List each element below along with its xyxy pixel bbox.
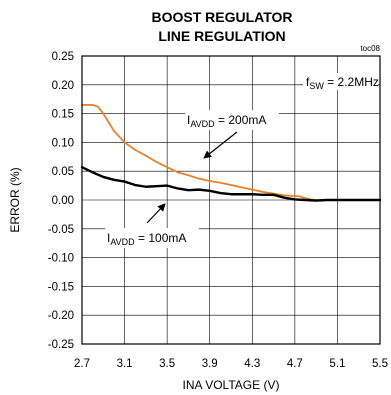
x-tick-label: 4.3: [244, 358, 260, 370]
y-tick-label: 0.15: [52, 109, 74, 121]
series-label-100ma-main: I: [107, 231, 110, 245]
series-lines: [80, 104, 382, 202]
series-label-200ma-arrow: [203, 131, 238, 159]
series-label-200ma-bg: [185, 110, 279, 130]
fsw-label-bg: [303, 73, 378, 90]
x-tick-label: 2.7: [74, 358, 90, 370]
y-tick-label: 0.20: [52, 80, 74, 92]
series-label-100ma-arrow: [146, 203, 166, 224]
y-tick-label: -0.15: [48, 281, 74, 293]
y-tick-label: -0.25: [48, 339, 74, 351]
x-tick-label: 3.5: [159, 358, 175, 370]
y-tick-label: 0.10: [52, 137, 74, 149]
y-tick-label: 0.25: [52, 51, 74, 63]
series-label-100ma-rest: = 100mA: [135, 231, 187, 245]
plot-frame: [81, 55, 381, 345]
figure-id: toc08: [360, 44, 380, 53]
x-axis-label: INA VOLTAGE (V): [183, 378, 280, 392]
fsw-label-sub: SW: [309, 81, 324, 91]
fsw-label-main: f: [306, 75, 310, 89]
series-label-200ma: IAVDD = 200mA: [187, 113, 266, 129]
y-tick-label: -0.10: [48, 253, 74, 265]
x-tick-label: 3.9: [202, 358, 218, 370]
y-axis-label: ERROR (%): [8, 167, 22, 232]
fsw-label: fSW = 2.2MHz: [306, 75, 379, 91]
series-label-100ma-bg: [105, 228, 199, 248]
series-label-200ma-rest: = 200mA: [215, 113, 267, 127]
y-tick-label: 0.00: [52, 195, 74, 207]
y-tick-label: -0.05: [48, 224, 74, 236]
x-tick-label: 5.1: [329, 358, 345, 370]
x-tick-label: 4.7: [287, 358, 303, 370]
series-label-200ma-sub: AVDD: [190, 119, 215, 129]
x-tick-label: 5.5: [372, 358, 388, 370]
y-tick-label: -0.20: [48, 310, 74, 322]
fsw-label-rest: = 2.2MHz: [324, 75, 379, 89]
series-label-100ma: IAVDD = 100mA: [107, 231, 186, 247]
x-tick-label: 3.1: [117, 358, 133, 370]
chart-title-line-1: BOOST REGULATOR: [151, 9, 292, 25]
chart-title-line-2: LINE REGULATION: [158, 28, 285, 44]
y-tick-label: 0.05: [52, 166, 74, 178]
axis-ticks: 0.25 0.20 0.15 0.10 0.05 0.00 -0.05 -0.10 -0.15 -…: [48, 51, 388, 370]
series-label-100ma-sub: AVDD: [110, 237, 135, 247]
series-line-100ma: [80, 165, 382, 202]
series-label-200ma-main: I: [187, 113, 190, 127]
